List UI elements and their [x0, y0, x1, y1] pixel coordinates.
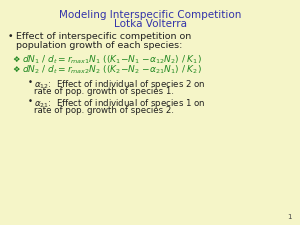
- Text: population growth of each species:: population growth of each species:: [16, 41, 182, 50]
- Text: ❖: ❖: [12, 55, 20, 64]
- Text: $\alpha_{12}$:  Effect of individual of species 2 on: $\alpha_{12}$: Effect of individual of s…: [34, 78, 206, 91]
- Text: Modeling Interspecific Competition: Modeling Interspecific Competition: [59, 10, 241, 20]
- Text: ❖: ❖: [12, 65, 20, 74]
- Text: Effect of interspecific competition on: Effect of interspecific competition on: [16, 32, 191, 41]
- Text: $\alpha_{21}$:  Effect of individual of species 1 on: $\alpha_{21}$: Effect of individual of s…: [34, 97, 206, 110]
- Text: rate of pop. growth of species 2.: rate of pop. growth of species 2.: [34, 106, 174, 115]
- Text: Lotka Volterra: Lotka Volterra: [113, 19, 187, 29]
- Text: •: •: [28, 78, 33, 87]
- Text: rate of pop. growth of species 1.: rate of pop. growth of species 1.: [34, 87, 174, 96]
- Text: •: •: [8, 32, 14, 41]
- Text: $dN_2\ /\ d_t = r_{max2}N_2\ ((K_2\!-\!N_2\ {-}\alpha_{21}N_1)\ /\ K_2)$: $dN_2\ /\ d_t = r_{max2}N_2\ ((K_2\!-\!N…: [22, 64, 202, 76]
- Text: $dN_1\ /\ d_t = r_{max1}N_1\ ((K_1\!-\!N_1\ {-}\alpha_{12}N_2)\ /\ K_1)$: $dN_1\ /\ d_t = r_{max1}N_1\ ((K_1\!-\!N…: [22, 54, 202, 67]
- Text: 1: 1: [287, 214, 292, 220]
- Text: •: •: [28, 97, 33, 106]
